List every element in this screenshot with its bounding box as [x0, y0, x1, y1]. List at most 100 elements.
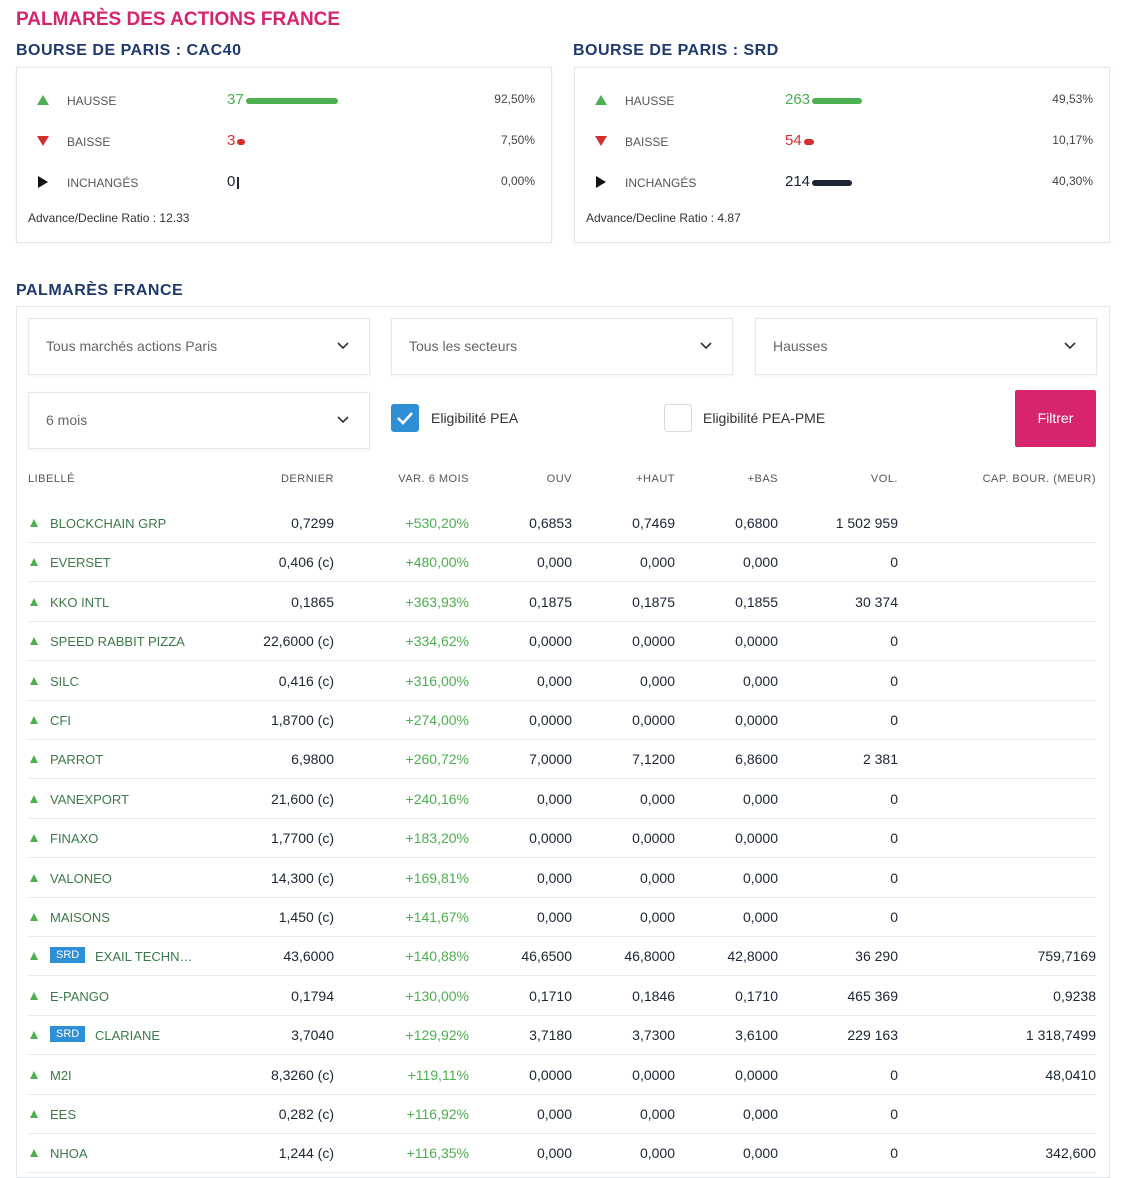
cell: 48,0410 — [1045, 1066, 1096, 1083]
cell: 0,000 — [742, 672, 778, 689]
cell: +129,92% — [405, 1027, 469, 1044]
cell: +119,11% — [407, 1066, 469, 1083]
cell: 0,1710 — [735, 987, 778, 1004]
stat-label: BAISSE — [67, 135, 111, 149]
stock-name: E-PANGO — [50, 988, 109, 1004]
chevron — [700, 342, 712, 350]
table-row[interactable]: MAISONS 1,450 (c) +141,67% 0,000 0,000 0,000 0 — [28, 897, 1096, 937]
cell: 0 — [890, 1145, 898, 1162]
checkbox[interactable] — [391, 404, 419, 432]
table-row[interactable]: NHOA 1,244 (c) +116,35% 0,000 0,000 0,000 0 342… — [28, 1133, 1096, 1174]
stock-name: FINAXO — [50, 831, 99, 847]
stat-row: HAUSSE 263 49,53% — [575, 90, 1109, 110]
table-row[interactable]: KKO INTL 0,1865 +363,93% 0,1875 0,1875 0,1855… — [28, 582, 1096, 622]
section-title: PALMARÈS FRANCE — [16, 282, 184, 299]
filter-button[interactable]: Filtrer — [1015, 390, 1096, 447]
cell: 0,000 — [742, 1106, 778, 1122]
market-badge: SRD — [50, 947, 86, 964]
column-header: OUV — [546, 473, 572, 485]
table-row[interactable]: M2I 8,3260 (c) +119,11% 0,0000 0,0000 0,0000 0… — [28, 1055, 1096, 1095]
cell: +530,20% — [405, 515, 469, 531]
table-row[interactable]: EVERSET 0,406 (c) +480,00% 0,000 0,000 0,000 0 — [28, 542, 1096, 583]
stat-label: BAISSE — [625, 135, 669, 149]
table-row[interactable]: SRD EXAIL TECHN… 43,6000 +140,88% 46,6500 46,… — [28, 936, 1096, 977]
table-row[interactable]: BLOCKCHAIN GRP 0,7299 +530,20% 0,6853 0,7469… — [28, 503, 1096, 543]
cell: 0,7299 — [291, 515, 334, 531]
cell: 46,8000 — [624, 948, 675, 965]
up-arrow — [30, 873, 38, 882]
table-row[interactable]: SILC 0,416 (c) +316,00% 0,000 0,000 0,000 0 — [28, 661, 1096, 701]
market-title: BOURSE DE PARIS : SRD — [573, 42, 779, 59]
stat-row: BAISSE 54 10,17% — [575, 131, 1109, 151]
column-header: +BAS — [747, 473, 778, 485]
cell: 0,1794 — [291, 987, 334, 1004]
table-row[interactable]: SRD CLARIANE 3,7040 +129,92% 3,7180 3,7300 3,6… — [28, 1015, 1096, 1056]
stock-name: VALONEO — [50, 870, 112, 886]
table-row[interactable]: VALONEO 14,300 (c) +169,81% 0,000 0,000 0,000… — [28, 858, 1096, 898]
cell: 0,406 (c) — [278, 554, 334, 571]
chevron — [1064, 342, 1076, 350]
cell: 21,600 (c) — [270, 790, 334, 807]
cell: 0,0000 — [735, 633, 778, 650]
dropdown-label: 6 mois — [46, 412, 88, 428]
dropdown[interactable]: 6 mois — [28, 392, 370, 449]
up-arrow — [30, 1070, 38, 1079]
cell: 30 374 — [855, 593, 898, 610]
stock-name: EES — [50, 1107, 77, 1122]
cell: 0,000 — [536, 554, 572, 571]
cell: 0,1875 — [529, 593, 572, 610]
cell: +316,00% — [405, 672, 469, 689]
table-row[interactable]: PARROT 6,9800 +260,72% 7,0000 7,1200 6,8600 2 … — [28, 739, 1096, 780]
up-arrow — [30, 834, 38, 843]
cell: 0,000 — [536, 790, 572, 807]
checkbox[interactable] — [664, 404, 692, 432]
cell: 0,1855 — [735, 593, 778, 610]
cell: +260,72% — [405, 751, 469, 768]
dropdown[interactable]: Tous marchés actions Paris — [28, 318, 370, 375]
stat-bar — [245, 98, 339, 104]
table-row[interactable]: SPEED RABBIT PIZZA 22,6000 (c) +334,62% 0,0… — [28, 621, 1096, 662]
cell: 36 290 — [855, 948, 898, 965]
cell: 0 — [890, 1106, 898, 1122]
cell: 0,000 — [742, 909, 778, 925]
table-row[interactable]: FINAXO 1,7700 (c) +183,20% 0,0000 0,0000 0,00… — [28, 818, 1096, 859]
stat-label: INCHANGÉS — [67, 176, 139, 190]
cell: 1,244 (c) — [278, 1145, 334, 1162]
stat-label: INCHANGÉS — [625, 176, 697, 190]
market-badge: SRD — [50, 1026, 86, 1043]
cell: +274,00% — [405, 712, 469, 728]
cell: 0,9238 — [1053, 987, 1096, 1004]
cell: 0,0000 — [529, 1066, 572, 1083]
column-header: VOL. — [870, 473, 898, 485]
cell: 0,000 — [639, 790, 675, 807]
table-row[interactable]: VANEXPORT 21,600 (c) +240,16% 0,000 0,000 0,0… — [28, 779, 1096, 819]
stat-bar — [237, 177, 239, 189]
cell: 0,000 — [639, 1106, 675, 1122]
table-row[interactable]: EES 0,282 (c) +116,92% 0,000 0,000 0,000 0 — [28, 1094, 1096, 1134]
cell: 0,1710 — [529, 987, 572, 1004]
cell: 6,8600 — [735, 751, 778, 768]
cell: 0,0000 — [632, 830, 675, 847]
cell: 759,7169 — [1037, 948, 1096, 965]
cell: 0,000 — [742, 790, 778, 807]
cell: 0,000 — [639, 1145, 675, 1162]
stat-row: BAISSE 3 7,50% — [17, 131, 551, 151]
cell: 0,000 — [639, 909, 675, 925]
up-arrow — [30, 1149, 38, 1158]
cell: 0,1865 — [291, 593, 334, 610]
dropdown[interactable]: Hausses — [755, 318, 1097, 375]
stat-row: HAUSSE 37 92,50% — [17, 90, 551, 110]
stock-name: MAISONS — [50, 910, 110, 925]
cell: 0 — [890, 830, 898, 847]
dropdown[interactable]: Tous les secteurs — [391, 318, 733, 375]
table-row[interactable]: E-PANGO 0,1794 +130,00% 0,1710 0,1846 0,1710 4… — [28, 976, 1096, 1016]
up-arrow — [30, 952, 38, 961]
cell: 0 — [890, 672, 898, 689]
up-arrow — [30, 597, 38, 606]
dropdown-label: Hausses — [773, 338, 828, 354]
stat-percent: 92,50% — [494, 92, 535, 106]
up-arrow — [30, 1031, 38, 1040]
cell: 42,8000 — [727, 948, 778, 965]
table-row[interactable]: CFI 1,8700 (c) +274,00% 0,0000 0,0000 0,0000 0 — [28, 700, 1096, 740]
